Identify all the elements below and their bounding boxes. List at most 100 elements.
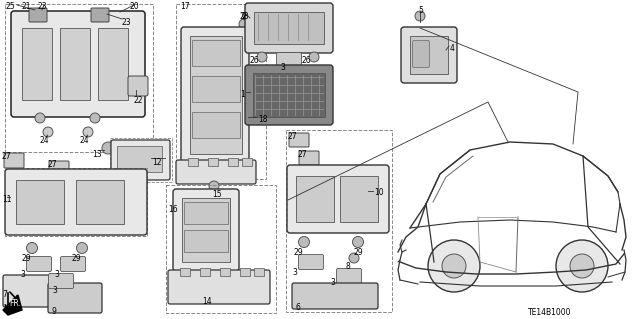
- Text: 10: 10: [374, 188, 383, 197]
- Circle shape: [349, 253, 359, 263]
- FancyBboxPatch shape: [4, 153, 24, 168]
- FancyBboxPatch shape: [29, 8, 47, 22]
- FancyBboxPatch shape: [49, 273, 74, 288]
- FancyBboxPatch shape: [299, 151, 319, 165]
- Text: 7: 7: [2, 290, 7, 299]
- Bar: [220, 268, 230, 276]
- FancyBboxPatch shape: [173, 189, 239, 271]
- Bar: [240, 268, 250, 276]
- FancyBboxPatch shape: [49, 161, 69, 176]
- Bar: [188, 158, 198, 166]
- FancyBboxPatch shape: [128, 76, 148, 96]
- Circle shape: [43, 127, 53, 137]
- Text: 27: 27: [288, 132, 298, 141]
- Text: 14: 14: [202, 297, 212, 306]
- Circle shape: [90, 113, 100, 123]
- Text: 3: 3: [54, 270, 59, 279]
- Text: 18: 18: [258, 115, 268, 124]
- FancyBboxPatch shape: [245, 65, 333, 125]
- Text: 15: 15: [212, 190, 221, 199]
- Text: 29: 29: [22, 254, 31, 263]
- Text: FR.: FR.: [9, 299, 21, 308]
- Text: 8: 8: [346, 262, 351, 271]
- Circle shape: [239, 19, 249, 29]
- Bar: [254, 12, 324, 44]
- Text: 3: 3: [280, 63, 285, 72]
- Text: 25: 25: [5, 2, 15, 11]
- Bar: [296, 176, 334, 222]
- Circle shape: [353, 236, 364, 248]
- Bar: [286, 130, 392, 312]
- Bar: [253, 73, 325, 117]
- FancyBboxPatch shape: [111, 140, 170, 180]
- Text: 29: 29: [72, 254, 82, 263]
- Bar: [242, 158, 252, 166]
- Circle shape: [298, 236, 310, 248]
- Text: 3: 3: [20, 270, 25, 279]
- Circle shape: [35, 113, 45, 123]
- FancyBboxPatch shape: [168, 270, 270, 304]
- Text: 9: 9: [52, 307, 57, 316]
- Text: 27: 27: [2, 152, 12, 161]
- FancyBboxPatch shape: [401, 27, 457, 83]
- Text: 6: 6: [296, 303, 301, 312]
- Bar: [76, 180, 124, 224]
- Bar: [22, 28, 52, 100]
- FancyBboxPatch shape: [292, 283, 378, 309]
- Bar: [228, 158, 238, 166]
- Text: 24: 24: [40, 136, 50, 145]
- Circle shape: [77, 242, 88, 254]
- Bar: [208, 158, 218, 166]
- Bar: [5, 168, 147, 236]
- FancyBboxPatch shape: [176, 160, 256, 184]
- Circle shape: [102, 142, 114, 154]
- FancyBboxPatch shape: [5, 169, 147, 235]
- Text: 4: 4: [450, 44, 455, 53]
- Text: 1: 1: [240, 90, 244, 99]
- Text: 28: 28: [240, 12, 250, 21]
- Text: 20: 20: [130, 2, 140, 11]
- FancyBboxPatch shape: [61, 256, 86, 271]
- Text: 2: 2: [242, 12, 247, 21]
- Bar: [60, 28, 90, 100]
- Bar: [184, 202, 228, 224]
- Text: TE14B1000: TE14B1000: [528, 308, 572, 317]
- Text: 3: 3: [52, 286, 57, 295]
- Text: 23: 23: [37, 2, 47, 11]
- Bar: [190, 36, 242, 154]
- Bar: [117, 146, 162, 172]
- Text: 3: 3: [292, 268, 297, 277]
- Text: 17: 17: [180, 2, 189, 11]
- Bar: [166, 185, 276, 313]
- FancyBboxPatch shape: [245, 3, 333, 53]
- FancyBboxPatch shape: [413, 41, 429, 68]
- Bar: [180, 268, 190, 276]
- FancyBboxPatch shape: [181, 27, 249, 163]
- FancyBboxPatch shape: [48, 283, 102, 313]
- Bar: [98, 28, 128, 100]
- Circle shape: [257, 52, 267, 62]
- Text: 16: 16: [168, 205, 178, 214]
- Bar: [110, 138, 172, 182]
- FancyBboxPatch shape: [91, 8, 109, 22]
- Bar: [410, 36, 448, 74]
- Bar: [5, 4, 153, 152]
- Text: 29: 29: [294, 248, 303, 257]
- FancyBboxPatch shape: [289, 133, 309, 147]
- Text: 26: 26: [250, 56, 260, 65]
- FancyBboxPatch shape: [337, 269, 362, 284]
- Circle shape: [309, 52, 319, 62]
- Bar: [176, 4, 266, 179]
- FancyBboxPatch shape: [11, 11, 145, 117]
- Text: 21: 21: [22, 2, 31, 11]
- Circle shape: [209, 181, 219, 191]
- Circle shape: [428, 240, 480, 292]
- FancyBboxPatch shape: [298, 255, 323, 270]
- Text: 27: 27: [298, 150, 308, 159]
- Bar: [192, 40, 240, 66]
- Bar: [16, 180, 64, 224]
- Text: 22: 22: [133, 96, 143, 105]
- Circle shape: [442, 254, 466, 278]
- Bar: [200, 268, 210, 276]
- Text: 5: 5: [418, 6, 423, 15]
